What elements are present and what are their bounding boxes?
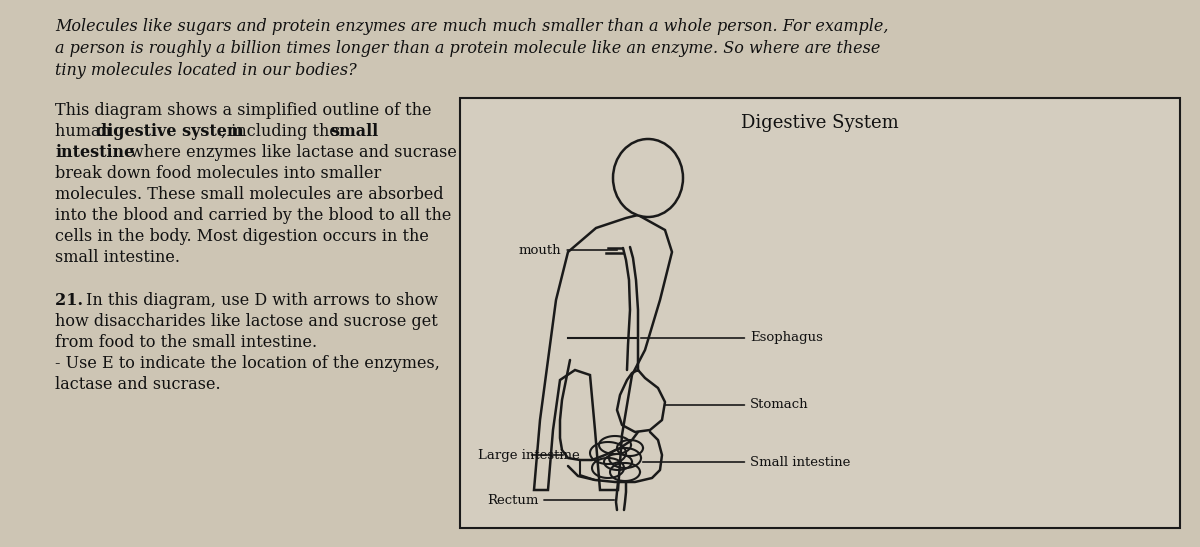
Text: human: human	[55, 123, 116, 140]
Text: 21.: 21.	[55, 292, 89, 309]
Text: a person is roughly a billion times longer than a protein molecule like an enzym: a person is roughly a billion times long…	[55, 40, 881, 57]
Text: - Use E to indicate the location of the enzymes,: - Use E to indicate the location of the …	[55, 355, 440, 372]
Text: Large intestine: Large intestine	[478, 449, 580, 462]
Text: intestine: intestine	[55, 144, 134, 161]
Text: tiny molecules located in our bodies?: tiny molecules located in our bodies?	[55, 62, 356, 79]
Text: Small intestine: Small intestine	[643, 456, 851, 468]
Text: In this diagram, use D with arrows to show: In this diagram, use D with arrows to sh…	[86, 292, 438, 309]
Text: small intestine.: small intestine.	[55, 249, 180, 266]
Text: into the blood and carried by the blood to all the: into the blood and carried by the blood …	[55, 207, 451, 224]
Text: where enzymes like lactase and sucrase: where enzymes like lactase and sucrase	[125, 144, 457, 161]
Text: Rectum: Rectum	[487, 493, 614, 507]
Text: molecules. These small molecules are absorbed: molecules. These small molecules are abs…	[55, 186, 444, 203]
Text: how disaccharides like lactose and sucrose get: how disaccharides like lactose and sucro…	[55, 313, 438, 330]
Text: mouth: mouth	[520, 243, 617, 257]
Text: Esophagus: Esophagus	[641, 331, 823, 345]
Text: break down food molecules into smaller: break down food molecules into smaller	[55, 165, 382, 182]
Bar	[460, 98, 1180, 528]
Text: small: small	[330, 123, 379, 140]
Text: from food to the small intestine.: from food to the small intestine.	[55, 334, 317, 351]
Text: Digestive System: Digestive System	[742, 114, 899, 132]
Text: digestive system: digestive system	[96, 123, 244, 140]
Text: cells in the body. Most digestion occurs in the: cells in the body. Most digestion occurs…	[55, 228, 428, 245]
Ellipse shape	[613, 139, 683, 217]
Text: lactase and sucrase.: lactase and sucrase.	[55, 376, 221, 393]
Text: Molecules like sugars and protein enzymes are much much smaller than a whole per: Molecules like sugars and protein enzyme…	[55, 18, 888, 35]
Text: , including the: , including the	[221, 123, 344, 140]
Text: Stomach: Stomach	[665, 399, 809, 411]
Polygon shape	[534, 215, 672, 490]
Text: This diagram shows a simplified outline of the: This diagram shows a simplified outline …	[55, 102, 432, 119]
